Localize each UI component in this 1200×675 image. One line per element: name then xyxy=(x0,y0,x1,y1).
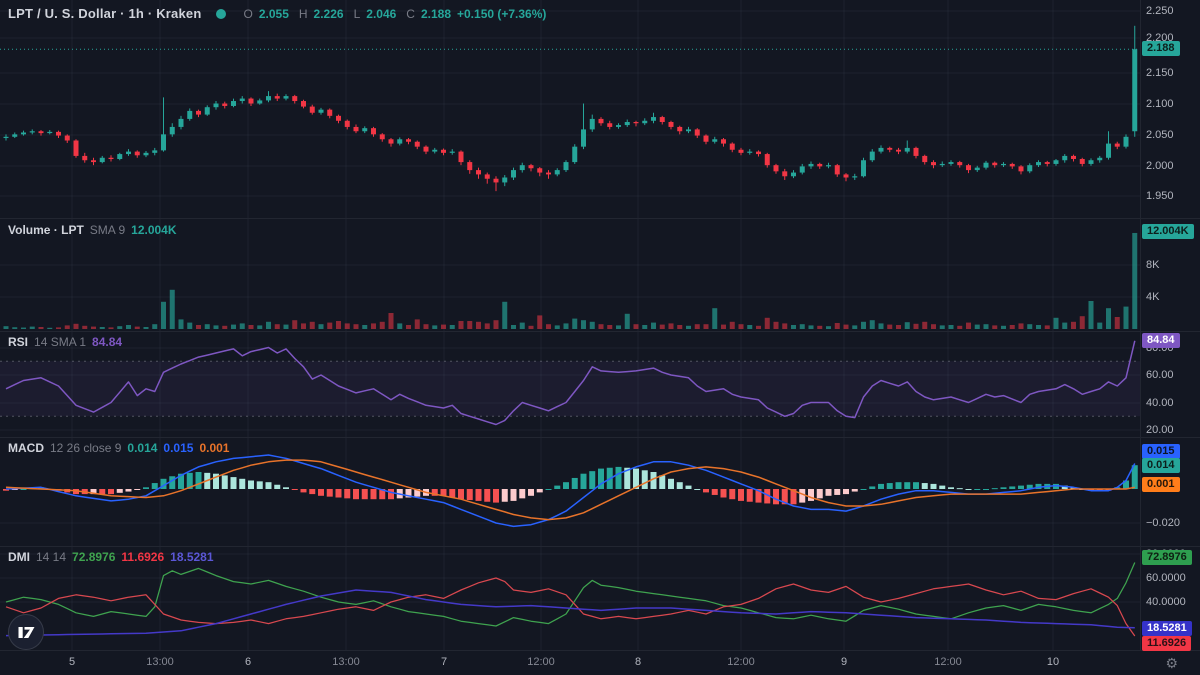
price-badge: 72.8976 xyxy=(1142,550,1192,565)
price-pane[interactable]: LPT / U. S. Dollar · 1h · Kraken O 2.055… xyxy=(0,0,1140,218)
dmi-canvas[interactable] xyxy=(0,546,1140,650)
price-badge: 18.5281 xyxy=(1142,621,1192,636)
volume-pane[interactable]: Volume · LPT SMA 9 12.004K xyxy=(0,218,1140,331)
price-scale-label: 1.950 xyxy=(1146,190,1174,202)
market-status-icon[interactable] xyxy=(215,8,226,19)
tradingview-logo[interactable] xyxy=(8,614,44,650)
open-value: 2.055 xyxy=(258,6,289,21)
rsi-value: 84.84 xyxy=(92,335,123,349)
time-scale-label: 9 xyxy=(840,656,848,668)
volume-legend: Volume · LPT SMA 9 12.004K xyxy=(8,223,177,237)
time-scale-label: 5 xyxy=(68,656,76,668)
dmi-plus-value: 72.8976 xyxy=(72,550,116,564)
price-badge: 84.84 xyxy=(1142,333,1180,348)
price-scale-label: 2.000 xyxy=(1146,160,1174,172)
price-scale-label: 20.00 xyxy=(1146,424,1174,436)
price-badge: 2.188 xyxy=(1142,41,1180,56)
dmi-title[interactable]: DMI xyxy=(8,550,30,564)
pane-separator[interactable] xyxy=(0,546,1200,547)
time-scale-label: 12:00 xyxy=(727,656,755,668)
volume-canvas[interactable] xyxy=(0,218,1140,331)
price-scale-label: 8K xyxy=(1146,259,1160,271)
price-axis-separator xyxy=(1140,0,1141,650)
symbol-title[interactable]: LPT / U. S. Dollar · 1h · Kraken xyxy=(8,6,202,21)
dmi-params: 14 14 xyxy=(36,550,67,564)
dmi-legend: DMI 14 14 72.8976 11.6926 18.5281 xyxy=(8,550,214,564)
symbol-legend: LPT / U. S. Dollar · 1h · Kraken O 2.055… xyxy=(8,6,546,21)
macd-canvas[interactable] xyxy=(0,437,1140,546)
close-value: 2.188 xyxy=(420,6,451,21)
rsi-params: 14 SMA 1 xyxy=(34,335,87,349)
dmi-adx-value: 18.5281 xyxy=(170,550,214,564)
price-axis[interactable]: 2.250 2.200 2.150 2.100 2.050 2.000 1.950 8K 4K 8… xyxy=(1141,0,1200,651)
time-scale-label: 12:00 xyxy=(527,656,555,668)
dmi-pane[interactable]: DMI 14 14 72.8976 11.6926 18.5281 xyxy=(0,546,1140,650)
price-badge: 11.6926 xyxy=(1142,636,1192,651)
macd-hist-value: 0.014 xyxy=(127,441,158,455)
price-badge: 0.001 xyxy=(1142,477,1180,492)
rsi-title[interactable]: RSI xyxy=(8,335,29,349)
dmi-minus-value: 11.6926 xyxy=(121,550,165,564)
macd-line-value: 0.015 xyxy=(163,441,194,455)
time-scale-label: 13:00 xyxy=(332,656,360,668)
volume-value: 12.004K xyxy=(131,223,177,237)
price-scale-label: 60.0000 xyxy=(1146,572,1186,584)
price-scale-label: 40.00 xyxy=(1146,397,1174,409)
price-scale-label: 4K xyxy=(1146,291,1160,303)
price-scale-label: 2.100 xyxy=(1146,98,1174,110)
macd-pane[interactable]: MACD 12 26 close 9 0.014 0.015 0.001 xyxy=(0,437,1140,546)
volume-title[interactable]: Volume · LPT xyxy=(8,223,84,237)
macd-legend: MACD 12 26 close 9 0.014 0.015 0.001 xyxy=(8,441,229,455)
time-scale-label: 8 xyxy=(634,656,642,668)
macd-signal-value: 0.001 xyxy=(199,441,230,455)
price-scale-label: 40.0000 xyxy=(1146,596,1186,608)
gear-icon[interactable]: ⚙ xyxy=(1165,655,1178,671)
time-axis[interactable]: 5 13:00 6 13:00 7 12:00 8 12:00 9 12:00 10 xyxy=(0,651,1200,675)
pane-separator[interactable] xyxy=(0,331,1200,332)
price-scale-label: 2.050 xyxy=(1146,129,1174,141)
time-scale-label: 12:00 xyxy=(934,656,962,668)
price-badge: 0.014 xyxy=(1142,458,1180,473)
macd-title[interactable]: MACD xyxy=(8,441,44,455)
tradingview-logo-glyph xyxy=(18,626,34,638)
rsi-pane[interactable]: RSI 14 SMA 1 84.84 xyxy=(0,331,1140,437)
rsi-canvas[interactable] xyxy=(0,331,1140,437)
price-scale-label: −0.020 xyxy=(1146,517,1180,529)
open-label: O xyxy=(243,6,253,21)
price-scale-label: 60.00 xyxy=(1146,369,1174,381)
change-value: +0.150 (+7.36%) xyxy=(457,6,547,21)
volume-params: SMA 9 xyxy=(89,223,126,237)
pane-separator[interactable] xyxy=(0,218,1200,219)
price-badge: 0.015 xyxy=(1142,444,1180,459)
low-value: 2.046 xyxy=(366,6,397,21)
time-scale-label: 7 xyxy=(440,656,448,668)
time-scale-label: 10 xyxy=(1046,656,1060,668)
macd-params: 12 26 close 9 xyxy=(50,441,122,455)
candlestick-canvas[interactable] xyxy=(0,0,1140,218)
rsi-legend: RSI 14 SMA 1 84.84 xyxy=(8,335,122,349)
time-scale-label: 6 xyxy=(244,656,252,668)
price-scale-label: 2.250 xyxy=(1146,5,1174,17)
close-label: C xyxy=(406,6,415,21)
time-scale-label: 13:00 xyxy=(146,656,174,668)
pane-separator[interactable] xyxy=(0,437,1200,438)
price-badge: 12.004K xyxy=(1142,224,1194,239)
time-axis-separator xyxy=(0,650,1200,651)
high-label: H xyxy=(298,6,308,21)
low-label: L xyxy=(353,6,361,21)
price-scale-label: 2.150 xyxy=(1146,67,1174,79)
high-value: 2.226 xyxy=(313,6,344,21)
